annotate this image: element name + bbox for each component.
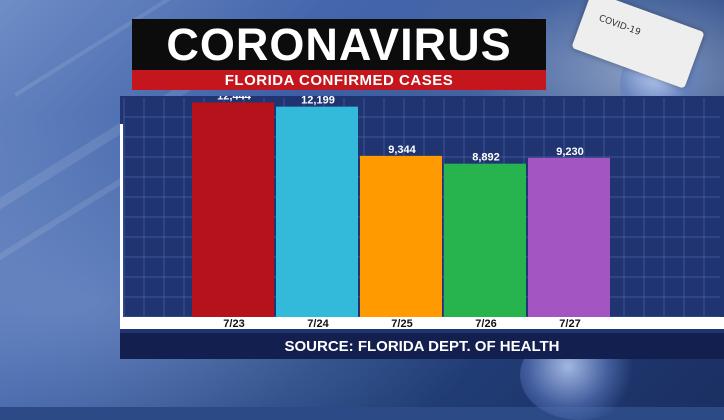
axis-edge [120,124,123,319]
subtitle-banner: FLORIDA CONFIRMED CASES [132,70,546,90]
x-tick-label: 7/26 [475,318,496,330]
page-subtitle: FLORIDA CONFIRMED CASES [224,71,454,89]
data-label: 9,230 [556,146,584,158]
x-tick-label: 7/23 [223,318,244,330]
chart-panel: 12,444 7/23 12,199 7/24 9,344 7/25 8,892 7/26 9,… [120,90,724,359]
title-banner: CORONAVIRUS [132,19,546,70]
source-banner: SOURCE: FLORIDA DEPT. OF HEALTH [120,333,724,359]
data-label: 9,344 [388,144,416,156]
bar-7-25 [360,155,442,317]
data-label: 8,892 [472,152,500,164]
x-tick-label: 7/27 [559,318,580,330]
data-label: 12,444 [217,96,252,102]
source-note: SOURCE: FLORIDA DEPT. OF HEALTH [284,337,560,355]
bar-7-24 [276,106,358,318]
test-card-label: COVID-19 [597,13,642,39]
x-tick-label: 7/24 [307,318,329,330]
bar-7-27 [528,157,610,317]
page-title: CORONAVIRUS [166,19,512,70]
bar-7-26 [444,163,526,317]
x-tick-label: 7/25 [391,318,412,330]
x-axis-band [120,317,724,329]
data-label: 12,199 [301,96,335,107]
bar-7-23 [192,102,274,317]
bar-chart: 12,444 7/23 12,199 7/24 9,344 7/25 8,892 7/26 9,… [120,90,724,359]
